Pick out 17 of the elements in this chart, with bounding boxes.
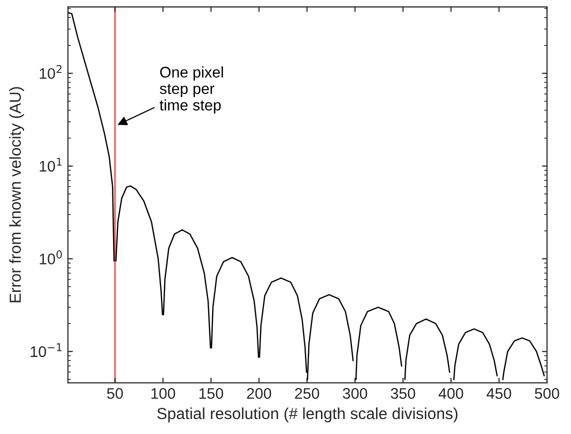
annotation: One pixel step per time step (160, 66, 223, 114)
x-tick-label: 150 (199, 388, 224, 399)
y-tick-label: 10$^{1}$ (40, 158, 62, 172)
x-tick-label: 300 (342, 388, 368, 399)
y-tick-label: 10$^{2}$ (40, 64, 62, 79)
x-axis-title: Spatial resolution (# length scale divisions) (157, 407, 458, 422)
x-tick-label: 450 (486, 388, 512, 399)
x-tick-label: 400 (438, 388, 464, 399)
x-tick-label: 50 (107, 388, 123, 399)
x-tick-label: 500 (534, 388, 560, 399)
x-tick-label: 350 (390, 388, 416, 399)
y-tick-label: 10$^{−1}$ (30, 343, 62, 358)
y-tick-label: 10$^{0}$ (40, 250, 62, 264)
x-tick-label: 200 (247, 388, 272, 399)
x-tick-label: 100 (151, 388, 176, 399)
y-axis-title: Error from known velocity (AU) (9, 87, 24, 302)
x-tick-label: 250 (295, 388, 320, 399)
